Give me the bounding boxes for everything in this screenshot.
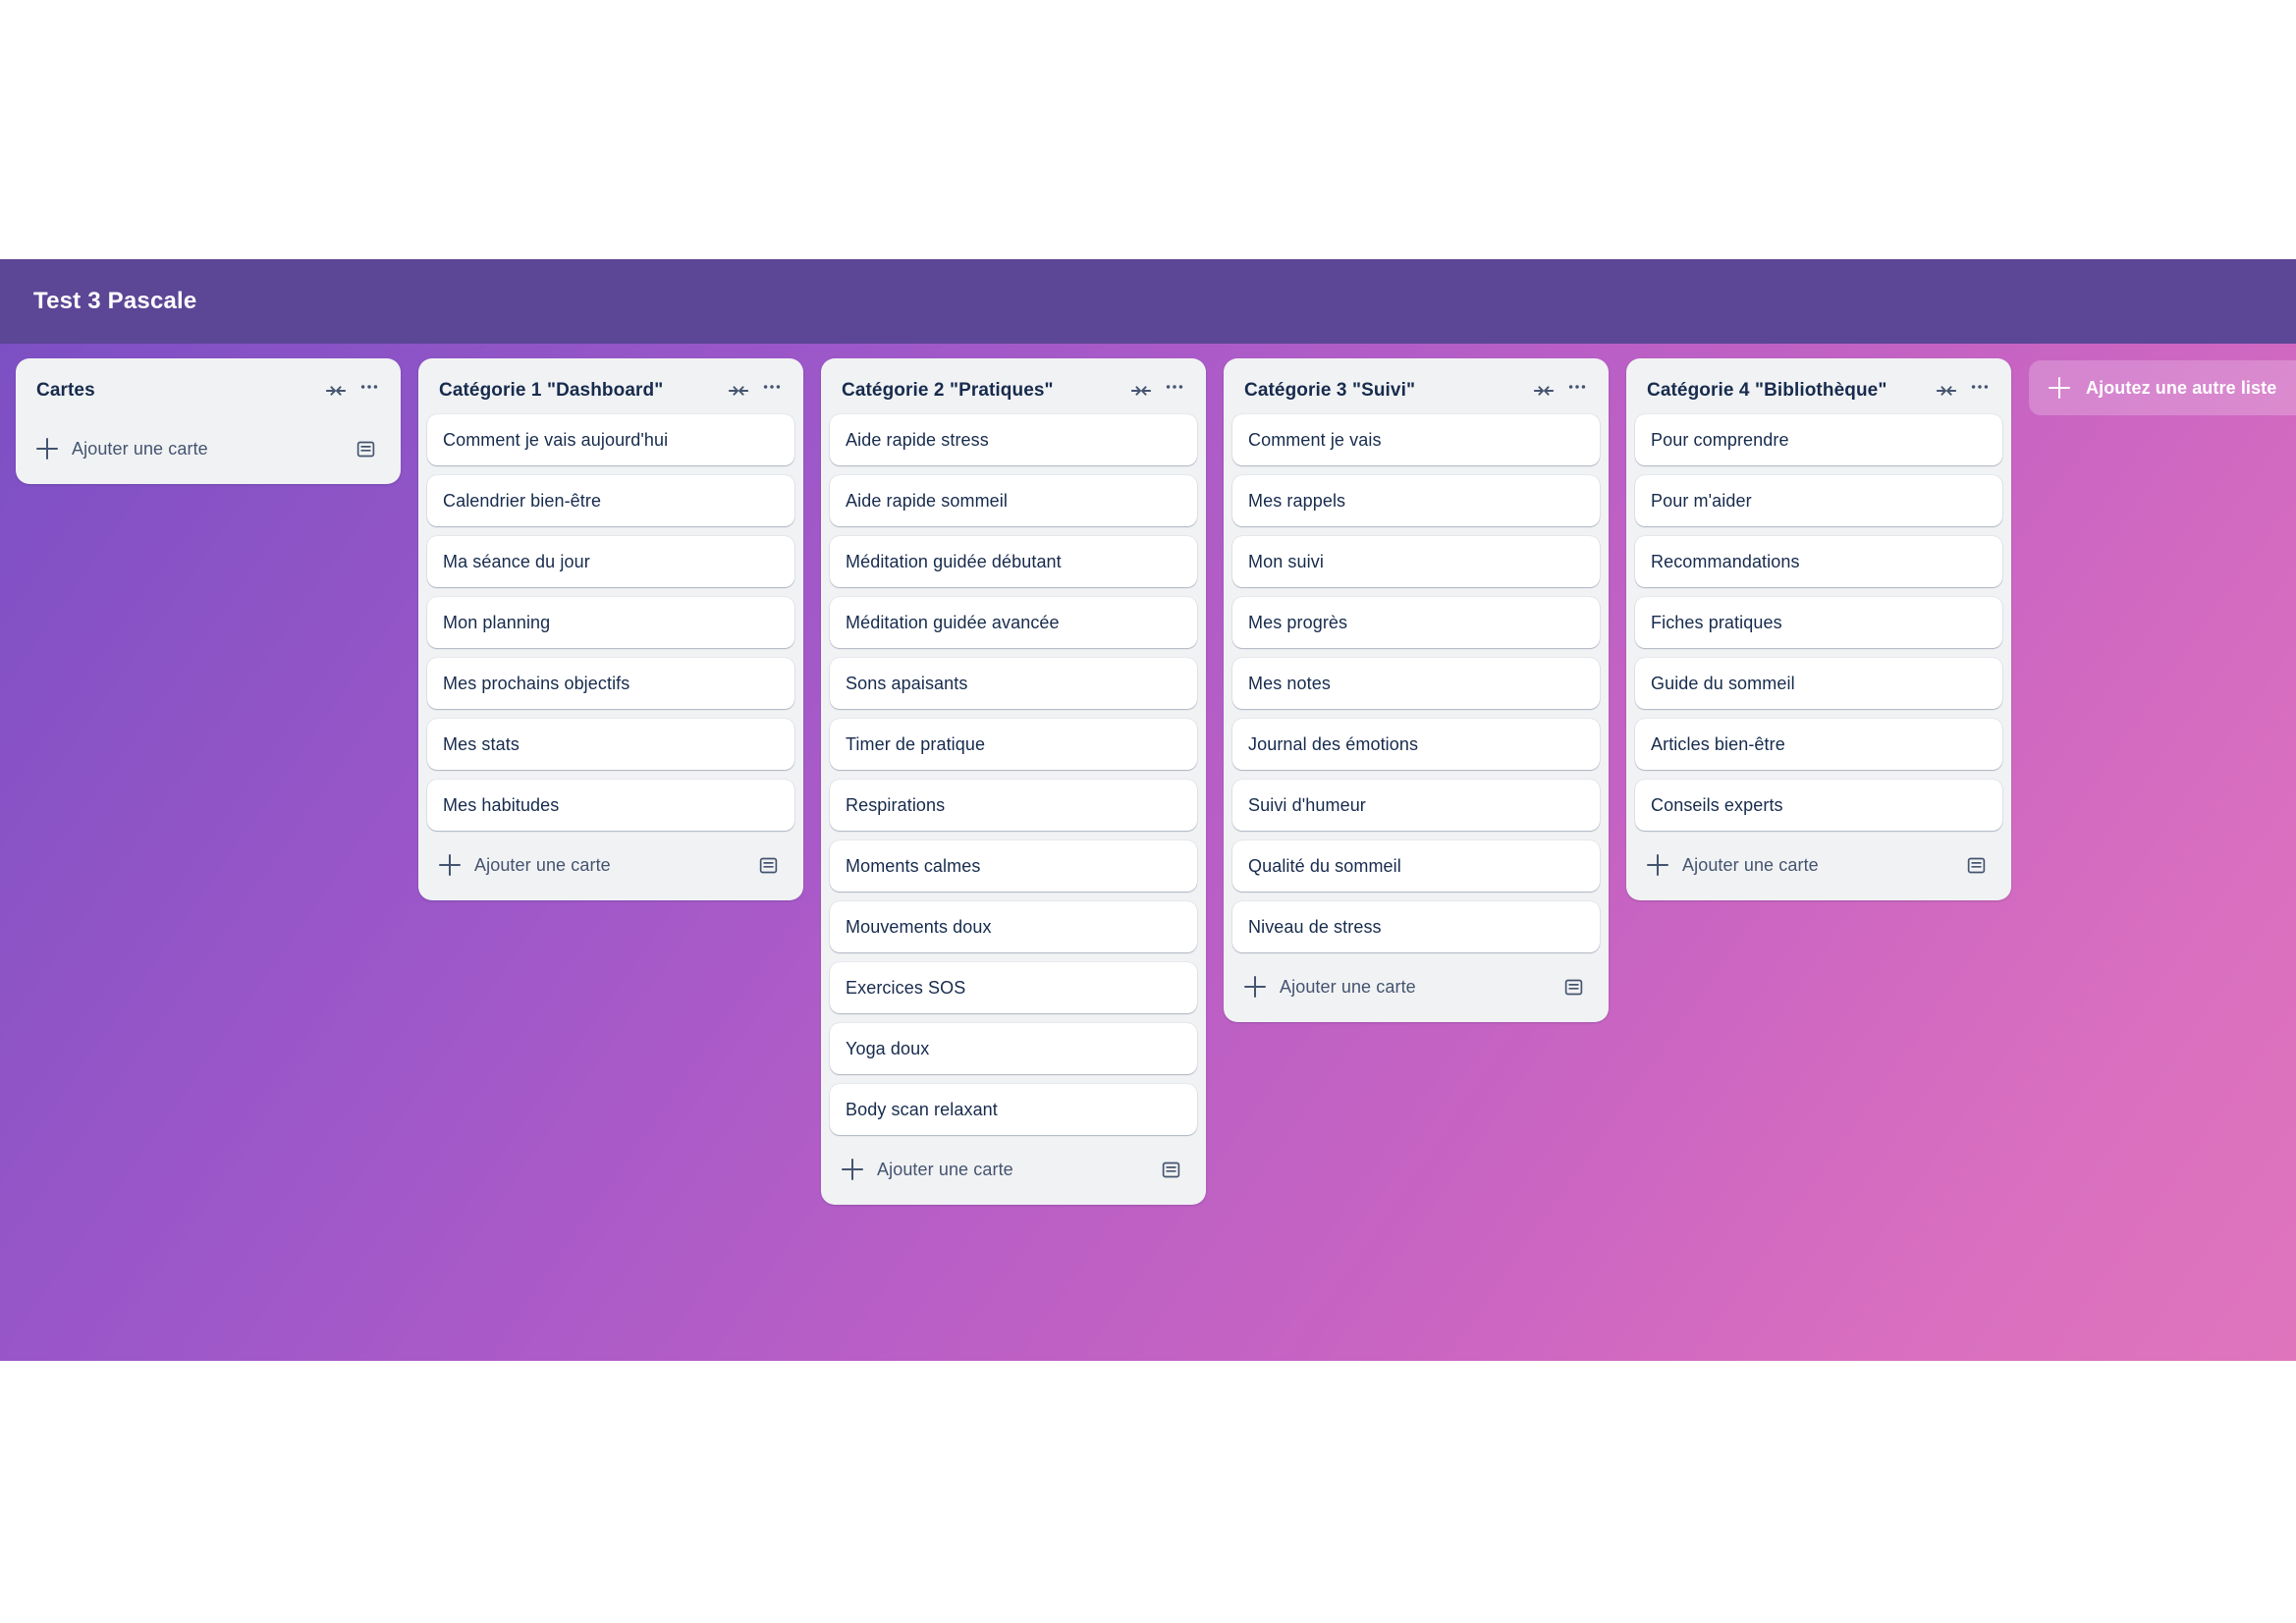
board-card[interactable]: Yoga doux xyxy=(830,1023,1197,1074)
board-card[interactable]: Ma séance du jour xyxy=(427,536,794,587)
board-card[interactable]: Mouvements doux xyxy=(830,901,1197,952)
add-card-row[interactable]: Ajouter une carte xyxy=(1635,839,2002,892)
lists-container: Cartes Ajouter une carte xyxy=(16,344,2296,1205)
board-card[interactable]: Moments calmes xyxy=(830,840,1197,892)
board-card[interactable]: Comment je vais aujourd'hui xyxy=(427,414,794,465)
board-card[interactable]: Aide rapide stress xyxy=(830,414,1197,465)
board-card[interactable]: Méditation guidée débutant xyxy=(830,536,1197,587)
board-card[interactable]: Fiches pratiques xyxy=(1635,597,2002,648)
board-card[interactable]: Body scan relaxant xyxy=(830,1084,1197,1135)
board-card[interactable]: Mes stats xyxy=(427,719,794,770)
board-card[interactable]: Méditation guidée avancée xyxy=(830,597,1197,648)
board-card[interactable]: Qualité du sommeil xyxy=(1232,840,1600,892)
list-header: Catégorie 4 "Bibliothèque" xyxy=(1635,369,2002,412)
board-title: Test 3 Pascale xyxy=(33,288,197,314)
list-actions-icon[interactable] xyxy=(353,374,386,407)
add-card-label: Ajouter une carte xyxy=(877,1159,1013,1179)
board-card[interactable]: Recommandations xyxy=(1635,536,2002,587)
list-actions-icon[interactable] xyxy=(755,374,789,407)
list-column-1[interactable]: Catégorie 1 "Dashboard" Comment je vais … xyxy=(418,358,803,900)
card-list: Pour comprendre Pour m'aider Recommandat… xyxy=(1635,412,2002,831)
board-card[interactable]: Calendrier bien-être xyxy=(427,475,794,526)
plus-icon xyxy=(437,852,463,878)
list-column-0[interactable]: Cartes Ajouter une carte xyxy=(16,358,401,484)
board-card[interactable]: Sons apaisants xyxy=(830,658,1197,709)
list-header: Cartes xyxy=(25,369,392,412)
board-card[interactable]: Niveau de stress xyxy=(1232,901,1600,952)
board-card[interactable]: Mon planning xyxy=(427,597,794,648)
plus-icon xyxy=(34,436,60,461)
card-template-icon[interactable] xyxy=(1558,972,1588,1001)
list-title[interactable]: Catégorie 1 "Dashboard" xyxy=(439,380,664,401)
board-card[interactable]: Exercices SOS xyxy=(830,962,1197,1013)
board-card[interactable]: Journal des émotions xyxy=(1232,719,1600,770)
board-card[interactable]: Mes rappels xyxy=(1232,475,1600,526)
list-column-2[interactable]: Catégorie 2 "Pratiques" Aide rapide stre… xyxy=(821,358,1206,1205)
plus-icon xyxy=(1242,974,1268,1000)
collapse-list-icon[interactable] xyxy=(319,374,353,407)
board-card[interactable]: Timer de pratique xyxy=(830,719,1197,770)
collapse-list-icon[interactable] xyxy=(1124,374,1158,407)
card-list: Comment je vais Mes rappels Mon suivi Me… xyxy=(1232,412,1600,952)
add-card-label: Ajouter une carte xyxy=(1280,976,1416,997)
board-card[interactable]: Mes progrès xyxy=(1232,597,1600,648)
board-card[interactable]: Aide rapide sommeil xyxy=(830,475,1197,526)
board-card[interactable]: Articles bien-être xyxy=(1635,719,2002,770)
add-card-label: Ajouter une carte xyxy=(1682,854,1819,875)
list-column-3[interactable]: Catégorie 3 "Suivi" Comment je vais Mes … xyxy=(1224,358,1609,1022)
plus-icon xyxy=(2047,375,2072,401)
add-another-list-label: Ajoutez une autre liste xyxy=(2086,377,2277,398)
board-card[interactable]: Mes prochains objectifs xyxy=(427,658,794,709)
board-card[interactable]: Mes notes xyxy=(1232,658,1600,709)
list-title[interactable]: Catégorie 4 "Bibliothèque" xyxy=(1647,380,1887,401)
add-card-row[interactable]: Ajouter une carte xyxy=(25,422,392,475)
board-card[interactable]: Conseils experts xyxy=(1635,780,2002,831)
list-actions-icon[interactable] xyxy=(1158,374,1191,407)
card-template-icon[interactable] xyxy=(1156,1155,1185,1184)
board-card[interactable]: Pour m'aider xyxy=(1635,475,2002,526)
board-card[interactable]: Mes habitudes xyxy=(427,780,794,831)
list-title[interactable]: Cartes xyxy=(36,380,95,401)
card-template-icon[interactable] xyxy=(351,434,380,463)
board-canvas: Test 3 Pascale Cartes Ajouter une carte xyxy=(0,259,2296,1361)
add-card-row[interactable]: Ajouter une carte xyxy=(1232,960,1600,1013)
card-list: Aide rapide stress Aide rapide sommeil M… xyxy=(830,412,1197,1135)
board-card[interactable]: Pour comprendre xyxy=(1635,414,2002,465)
list-column-4[interactable]: Catégorie 4 "Bibliothèque" Pour comprend… xyxy=(1626,358,2011,900)
list-title[interactable]: Catégorie 3 "Suivi" xyxy=(1244,380,1416,401)
add-another-list-button[interactable]: Ajoutez une autre liste xyxy=(2029,360,2296,415)
collapse-list-icon[interactable] xyxy=(1930,374,1963,407)
board-card[interactable]: Mon suivi xyxy=(1232,536,1600,587)
list-header: Catégorie 3 "Suivi" xyxy=(1232,369,1600,412)
plus-icon xyxy=(1645,852,1670,878)
board-card[interactable]: Respirations xyxy=(830,780,1197,831)
list-title[interactable]: Catégorie 2 "Pratiques" xyxy=(842,380,1054,401)
board-header-bar: Test 3 Pascale xyxy=(0,259,2296,344)
card-template-icon[interactable] xyxy=(1961,850,1991,880)
card-list: Comment je vais aujourd'hui Calendrier b… xyxy=(427,412,794,831)
collapse-list-icon[interactable] xyxy=(722,374,755,407)
board-card[interactable]: Comment je vais xyxy=(1232,414,1600,465)
list-header: Catégorie 1 "Dashboard" xyxy=(427,369,794,412)
collapse-list-icon[interactable] xyxy=(1527,374,1560,407)
board-card[interactable]: Suivi d'humeur xyxy=(1232,780,1600,831)
add-card-row[interactable]: Ajouter une carte xyxy=(830,1143,1197,1196)
list-header: Catégorie 2 "Pratiques" xyxy=(830,369,1197,412)
list-actions-icon[interactable] xyxy=(1963,374,1996,407)
board-card[interactable]: Guide du sommeil xyxy=(1635,658,2002,709)
add-card-row[interactable]: Ajouter une carte xyxy=(427,839,794,892)
add-card-label: Ajouter une carte xyxy=(474,854,611,875)
list-actions-icon[interactable] xyxy=(1560,374,1594,407)
card-list xyxy=(25,412,392,414)
card-template-icon[interactable] xyxy=(753,850,783,880)
add-card-label: Ajouter une carte xyxy=(72,438,208,459)
plus-icon xyxy=(840,1157,865,1182)
